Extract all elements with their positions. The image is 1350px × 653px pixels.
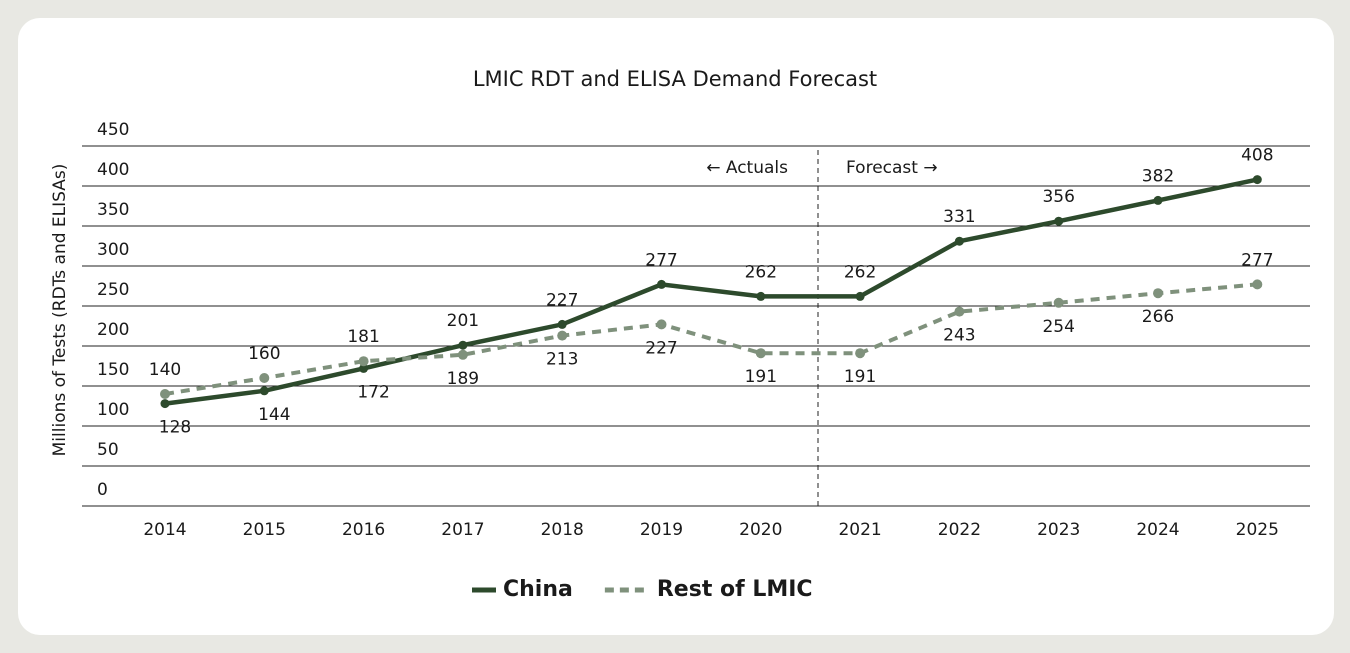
x-tick-label: 2020 bbox=[739, 520, 782, 540]
x-tick-label: 2024 bbox=[1136, 520, 1179, 540]
data-label: 262 bbox=[844, 262, 876, 282]
data-point bbox=[557, 330, 568, 341]
x-tick-label: 2021 bbox=[838, 520, 881, 540]
data-label: 262 bbox=[745, 262, 777, 282]
data-point bbox=[1252, 279, 1263, 290]
y-tick-label: 400 bbox=[97, 160, 129, 180]
data-label: 201 bbox=[447, 311, 479, 331]
data-label: 227 bbox=[546, 290, 578, 310]
x-tick-label: 2023 bbox=[1037, 520, 1080, 540]
x-tick-label: 2025 bbox=[1236, 520, 1279, 540]
chart-title: LMIC RDT and ELISA Demand Forecast bbox=[473, 67, 877, 91]
data-label: 277 bbox=[645, 250, 677, 270]
x-tick-label: 2015 bbox=[243, 520, 286, 540]
y-tick-label: 300 bbox=[97, 240, 129, 260]
y-tick-label: 450 bbox=[97, 120, 129, 140]
data-point bbox=[1153, 288, 1163, 299]
x-tick-label: 2018 bbox=[541, 520, 584, 540]
card bbox=[18, 18, 1334, 635]
data-point bbox=[160, 389, 170, 399]
data-label: 331 bbox=[943, 207, 975, 227]
data-label: 254 bbox=[1042, 317, 1074, 337]
data-point bbox=[954, 236, 964, 246]
data-point bbox=[657, 279, 666, 289]
x-tick-label: 2022 bbox=[938, 520, 981, 540]
data-label: 243 bbox=[943, 326, 975, 346]
y-tick-label: 100 bbox=[97, 400, 129, 420]
data-label: 191 bbox=[844, 367, 876, 387]
annotation: Forecast → bbox=[846, 158, 938, 178]
data-point bbox=[1153, 195, 1163, 205]
data-label: 140 bbox=[149, 360, 181, 380]
legend-label: China bbox=[503, 577, 573, 602]
data-point bbox=[259, 373, 270, 383]
data-point bbox=[358, 356, 369, 367]
data-point bbox=[458, 340, 468, 350]
series-line bbox=[164, 177, 1258, 406]
data-label: 382 bbox=[1142, 166, 1174, 186]
data-point bbox=[457, 349, 468, 360]
y-tick-label: 50 bbox=[97, 440, 119, 460]
data-point bbox=[656, 319, 667, 330]
data-label: 227 bbox=[645, 338, 677, 358]
y-tick-label: 0 bbox=[97, 480, 108, 500]
data-label: 128 bbox=[159, 418, 191, 438]
data-label: 189 bbox=[447, 369, 479, 389]
data-point bbox=[557, 319, 567, 329]
series-line bbox=[164, 282, 1258, 396]
data-point bbox=[1053, 297, 1064, 308]
x-tick-label: 2016 bbox=[342, 520, 385, 540]
data-label: 181 bbox=[347, 327, 379, 347]
data-point bbox=[756, 291, 766, 301]
y-tick-label: 250 bbox=[97, 280, 129, 300]
y-axis-label: Millions of Tests (RDTs and ELISAs) bbox=[50, 164, 70, 457]
x-tick-label: 2019 bbox=[640, 520, 683, 540]
data-label: 144 bbox=[258, 405, 290, 425]
data-label: 172 bbox=[357, 382, 389, 402]
data-point bbox=[755, 348, 766, 359]
data-label: 408 bbox=[1241, 146, 1273, 166]
data-label: 160 bbox=[248, 344, 280, 364]
data-label: 266 bbox=[1142, 307, 1174, 327]
annotation: ← Actuals bbox=[706, 158, 788, 178]
data-label: 213 bbox=[546, 350, 578, 370]
data-label: 356 bbox=[1042, 187, 1074, 207]
data-point bbox=[855, 348, 866, 359]
data-point bbox=[1252, 175, 1262, 185]
y-tick-label: 350 bbox=[97, 200, 129, 220]
x-tick-label: 2014 bbox=[143, 520, 186, 540]
data-point bbox=[160, 399, 170, 409]
legend-label: Rest of LMIC bbox=[657, 577, 813, 602]
x-tick-label: 2017 bbox=[441, 520, 484, 540]
data-label: 191 bbox=[745, 367, 777, 387]
data-point bbox=[855, 291, 865, 301]
data-point bbox=[954, 306, 965, 317]
y-tick-label: 200 bbox=[97, 320, 129, 340]
data-point bbox=[259, 386, 269, 396]
data-point bbox=[1054, 216, 1064, 226]
y-tick-label: 150 bbox=[97, 360, 129, 380]
data-label: 277 bbox=[1241, 250, 1273, 270]
data-point bbox=[359, 363, 369, 373]
